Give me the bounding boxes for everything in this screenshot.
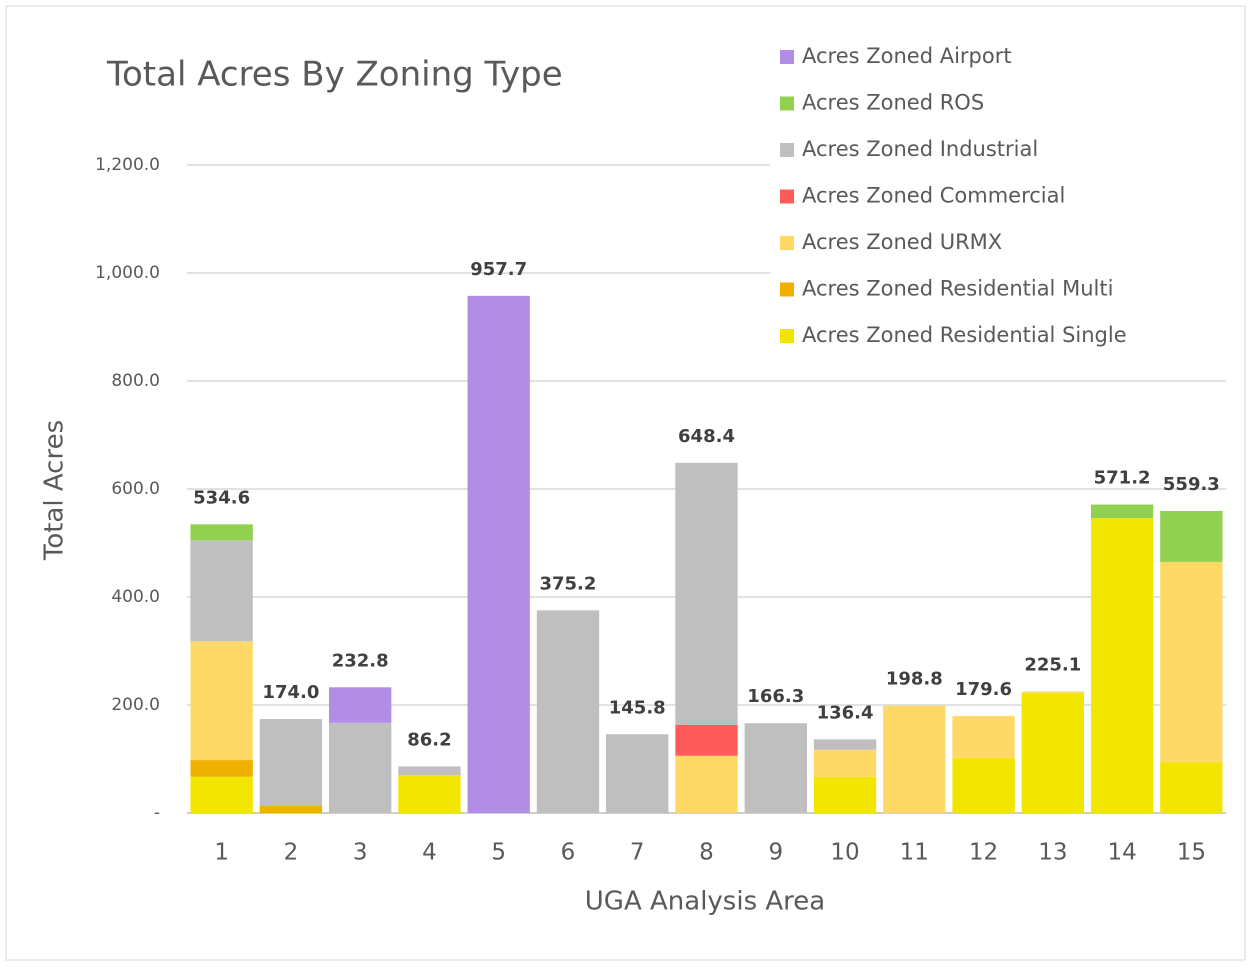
bar-segment: [190, 776, 253, 813]
bar-segment: [190, 760, 253, 777]
bar-segment: [259, 805, 323, 813]
bar-segment: [190, 524, 253, 541]
bar-segment: [398, 766, 461, 776]
bar-segment: [952, 757, 1015, 813]
total-label: 559.3: [1163, 474, 1220, 495]
y-tick-label: 400.0: [111, 587, 160, 607]
x-tick-label: 13: [1038, 840, 1067, 866]
legend-swatch: [780, 143, 794, 157]
bar-segment: [190, 540, 253, 642]
x-tick-label: 11: [900, 840, 929, 866]
legend-label: Acres Zoned URMX: [802, 230, 1002, 254]
bar-segment: [1160, 762, 1223, 813]
bar-segment: [1090, 504, 1154, 519]
legend-swatch: [780, 50, 794, 64]
bar-segment: [259, 719, 323, 806]
bar-segment: [1160, 561, 1223, 763]
bar-segment: [675, 755, 738, 813]
x-tick-label: 14: [1107, 840, 1136, 866]
chart-title: Total Acres By Zoning Type: [106, 55, 563, 95]
legend-label: Acres Zoned ROS: [802, 91, 984, 115]
x-tick-label: 2: [284, 840, 299, 866]
y-tick-label: 800.0: [111, 371, 160, 391]
bar-segment: [606, 734, 669, 813]
total-label: 136.4: [817, 702, 874, 723]
bar-segment: [1160, 510, 1223, 562]
y-tick-label: 200.0: [111, 695, 160, 715]
bar-segment: [1021, 693, 1085, 813]
total-label: 174.0: [262, 682, 319, 703]
bar-segment: [328, 722, 392, 813]
legend-swatch: [780, 236, 794, 250]
total-label: 232.8: [332, 650, 389, 671]
x-tick-label: 9: [768, 840, 783, 866]
x-tick-label: 6: [561, 840, 576, 866]
bar-segment: [952, 716, 1015, 758]
legend-swatch: [780, 189, 794, 204]
bar-segment: [467, 295, 530, 813]
total-label: 86.2: [407, 729, 451, 750]
legend-label: Acres Zoned Residential Single: [802, 323, 1127, 347]
total-label: 571.2: [1094, 468, 1151, 489]
x-tick-label: 4: [422, 840, 437, 866]
legend-background: [770, 35, 1230, 365]
bar-segment: [813, 739, 877, 750]
legend-swatch: [780, 282, 794, 297]
x-tick-label: 15: [1177, 840, 1206, 866]
bar-segment: [190, 641, 253, 761]
bar-segment: [536, 610, 600, 813]
x-tick-label: 7: [630, 840, 645, 866]
y-tick-label: 600.0: [111, 479, 160, 499]
total-label: 179.6: [955, 679, 1012, 700]
y-tick-label: 1,200.0: [95, 155, 160, 175]
y-tick-label: 1,000.0: [95, 263, 160, 283]
bar-segment: [1021, 691, 1085, 694]
total-label: 534.6: [193, 487, 250, 508]
bar-segment: [328, 687, 392, 723]
total-label: 225.1: [1024, 654, 1081, 675]
x-tick-label: 1: [214, 840, 229, 866]
y-tick-label: -: [154, 803, 160, 823]
bar-segment: [675, 724, 738, 756]
legend-swatch: [780, 96, 794, 111]
legend-label: Acres Zoned Airport: [802, 44, 1012, 68]
total-label: 648.4: [678, 426, 735, 447]
total-label: 375.2: [539, 573, 596, 594]
total-label: 145.8: [609, 697, 666, 718]
x-axis-label: UGA Analysis Area: [585, 887, 825, 917]
x-tick-label: 5: [491, 840, 506, 866]
total-label: 198.8: [886, 669, 943, 690]
legend-label: Acres Zoned Industrial: [802, 137, 1038, 161]
bar-segment: [883, 705, 946, 813]
x-tick-label: 3: [353, 840, 368, 866]
x-tick-label: 10: [830, 840, 859, 866]
bar-segment: [1090, 518, 1154, 813]
legend-label: Acres Zoned Commercial: [802, 184, 1065, 208]
bar-segment: [675, 462, 738, 725]
x-tick-label: 8: [699, 840, 714, 866]
y-axis-label: Total Acres: [40, 420, 70, 561]
x-tick-label: 12: [969, 840, 998, 866]
total-label: 957.7: [470, 259, 527, 280]
bars: 1 534.6 2 174.0 3 232.8 4 86.2 5 957.7 6 375.2 7 145.…: [190, 259, 1223, 866]
legend: Acres Zoned Airport Acres Zoned ROS Acres …: [770, 35, 1230, 365]
legend-swatch: [780, 329, 794, 343]
bar-segment: [813, 776, 877, 813]
legend-label: Acres Zoned Residential Multi: [802, 277, 1113, 301]
bar-segment: [813, 749, 877, 777]
bar-segment: [744, 723, 807, 813]
total-label: 166.3: [747, 686, 804, 707]
bar-segment: [398, 775, 461, 813]
